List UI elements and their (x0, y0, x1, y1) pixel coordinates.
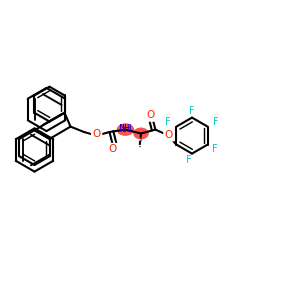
Text: N: N (119, 124, 127, 134)
Text: H: H (122, 124, 129, 134)
Text: O: O (92, 129, 101, 139)
Text: O: O (165, 130, 173, 140)
Text: F: F (212, 144, 218, 154)
Text: O: O (108, 144, 117, 154)
Text: O: O (147, 110, 155, 120)
Ellipse shape (117, 123, 134, 136)
Text: F: F (213, 117, 219, 127)
Text: F: F (186, 154, 192, 165)
Text: F: F (165, 117, 171, 127)
Text: H: H (124, 124, 132, 134)
Text: F: F (189, 106, 195, 116)
Ellipse shape (133, 128, 149, 140)
